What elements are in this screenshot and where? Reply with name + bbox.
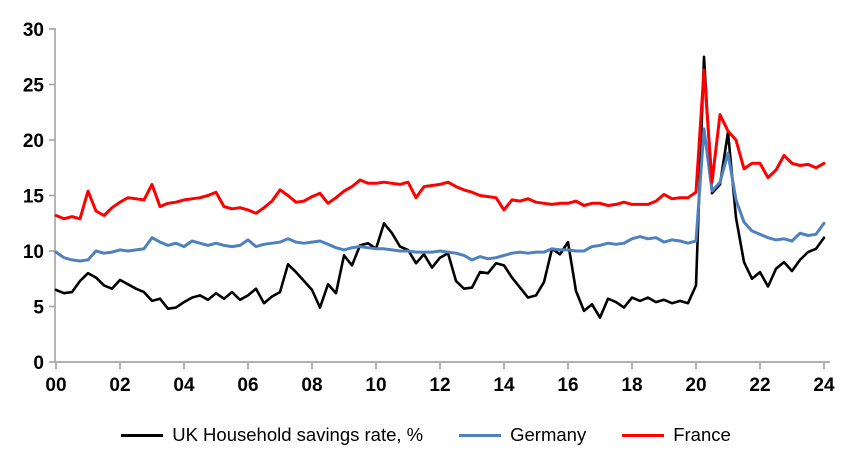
y-tick-label: 30	[23, 20, 44, 41]
legend-item-france: France	[622, 424, 731, 446]
legend-label-france: France	[673, 424, 731, 445]
legend-label-uk: UK Household savings rate, %	[172, 424, 424, 445]
uk-line-swatch	[121, 433, 164, 437]
y-tick-label: 15	[23, 187, 45, 208]
legend-item-germany: Germany	[459, 424, 586, 446]
chart-legend: UK Household savings rate, % Germany Fra…	[0, 424, 852, 446]
x-tick-label: 04	[173, 375, 195, 396]
france-line-swatch	[622, 433, 665, 437]
x-tick-label: 08	[301, 375, 322, 396]
x-tick-label: 12	[429, 375, 450, 396]
y-tick-label: 25	[23, 76, 45, 97]
y-tick-label: 10	[23, 242, 44, 263]
savings-rate-chart: 0 5 10 15 20 25 30 00 02 04 06 08 10 12 14 16 18 20 22 24	[23, 20, 835, 396]
x-tick-label: 10	[365, 375, 386, 396]
germany-line-swatch	[459, 433, 502, 437]
y-tick-label: 0	[33, 353, 44, 374]
x-tick-label: 24	[813, 375, 835, 396]
x-tick-label: 06	[237, 375, 258, 396]
series-line-uk-household-savings-rate	[54, 55, 826, 319]
x-tick-label: 00	[45, 375, 66, 396]
series-line-france	[54, 68, 826, 221]
legend-item-uk: UK Household savings rate, %	[121, 424, 423, 446]
y-tick-label: 20	[23, 131, 44, 152]
x-tick-label: 20	[685, 375, 706, 396]
x-tick-label: 16	[557, 375, 578, 396]
legend-label-germany: Germany	[510, 424, 587, 445]
x-tick-label: 18	[621, 375, 642, 396]
series-line-germany	[54, 127, 826, 263]
y-tick-label: 5	[33, 298, 44, 319]
x-tick-label: 14	[493, 375, 515, 396]
x-tick-label: 02	[109, 375, 130, 396]
x-tick-label: 22	[749, 375, 770, 396]
